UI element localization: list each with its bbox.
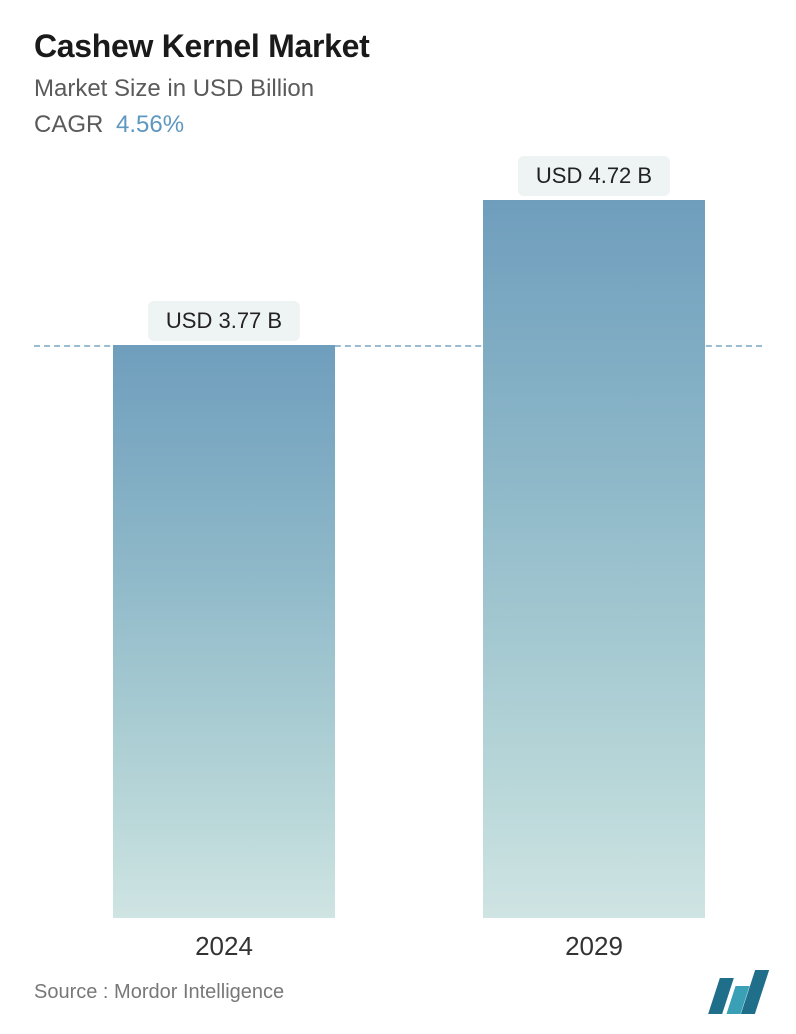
footer: Source : Mordor Intelligence: [34, 970, 762, 1014]
bar-value-label: USD 4.72 B: [518, 156, 670, 196]
chart-subtitle: Market Size in USD Billion: [34, 75, 762, 103]
chart-card: Cashew Kernel Market Market Size in USD …: [0, 0, 796, 1034]
cagr-value: 4.56%: [116, 111, 184, 138]
x-axis-label: 2024: [195, 931, 253, 962]
cagr-row: CAGR 4.56%: [34, 111, 762, 139]
bar: [113, 345, 335, 918]
bar-chart: USD 3.77 B2024USD 4.72 B2029: [34, 200, 762, 918]
cagr-label: CAGR: [34, 111, 103, 138]
bar-value-label: USD 3.77 B: [148, 301, 300, 341]
bar: [483, 200, 705, 918]
mordor-logo-icon: [714, 970, 762, 1014]
source-text: Source : Mordor Intelligence: [34, 981, 284, 1004]
x-axis-label: 2029: [565, 931, 623, 962]
chart-title: Cashew Kernel Market: [34, 28, 762, 65]
